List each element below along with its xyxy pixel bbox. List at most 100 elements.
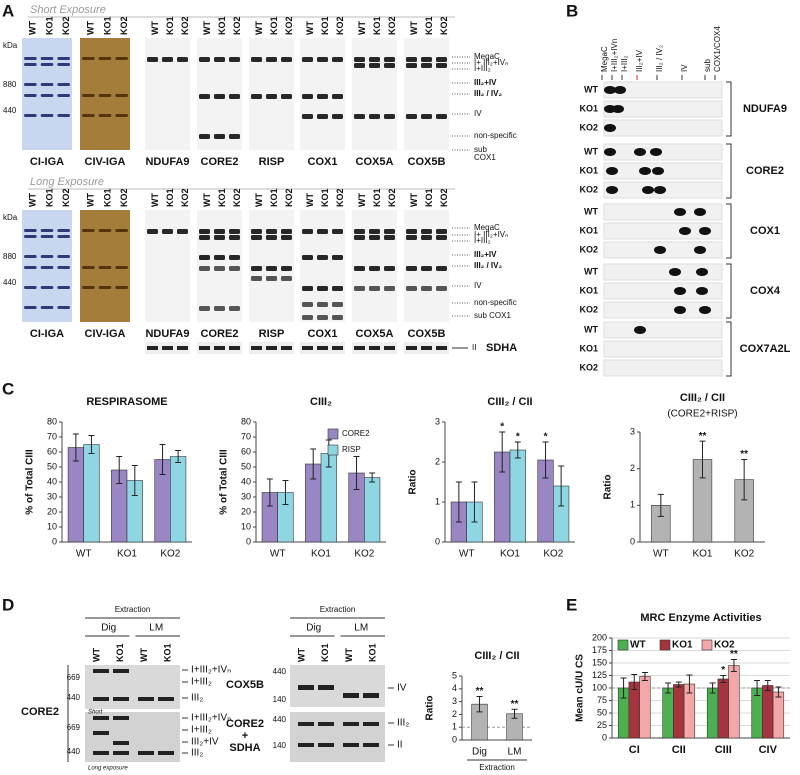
band (24, 266, 37, 269)
band (266, 346, 277, 350)
band (436, 63, 447, 68)
band (24, 306, 37, 309)
y-tick-label: 200 (592, 632, 607, 642)
band (343, 693, 359, 698)
band (266, 266, 277, 271)
error-bar (709, 682, 716, 694)
error-bar (88, 435, 95, 454)
y-tick-label: 150 (592, 657, 607, 667)
x-tick-label: WT (459, 549, 475, 560)
error-bar (641, 672, 648, 681)
band (82, 266, 95, 269)
lane-label: WT (202, 193, 212, 207)
lane-label: KO2 (439, 188, 449, 207)
band-label: COX1 (474, 153, 496, 162)
marker-label: 440 (273, 667, 287, 676)
error-bar (471, 481, 478, 523)
lane-label: WT (305, 193, 315, 207)
band (24, 63, 37, 66)
band (384, 229, 395, 234)
x-tick-label: KO1 (692, 549, 712, 560)
band-label: II (472, 343, 476, 352)
band (214, 255, 225, 260)
bar (762, 685, 774, 739)
band-label: I+III₂ (191, 677, 212, 688)
band-label: III₂ (191, 748, 203, 759)
band (57, 114, 70, 117)
band (421, 235, 432, 240)
y-tick-label: 4 (452, 683, 457, 693)
band (115, 114, 128, 117)
band (214, 235, 225, 240)
x-tick-label: WT (76, 549, 92, 560)
band (93, 751, 109, 755)
band (115, 266, 128, 269)
strip (603, 203, 723, 221)
band (162, 346, 173, 350)
band (229, 134, 240, 139)
band (199, 229, 210, 234)
chart-title: MRC Enzyme Activities (640, 612, 761, 624)
spot (679, 227, 691, 235)
band (57, 266, 70, 269)
bar (717, 678, 729, 739)
band (82, 114, 95, 117)
chart-title: CIII₂ / CII (474, 650, 519, 662)
lane-label: WT (28, 21, 38, 35)
lane-label: KO1 (320, 16, 330, 35)
column-label: COX1/COX4 (713, 26, 722, 72)
band (40, 114, 54, 117)
y-tick-label: 125 (592, 670, 607, 680)
band (266, 276, 277, 281)
spot (639, 167, 651, 175)
band (177, 346, 188, 350)
band (421, 114, 432, 119)
band (281, 235, 292, 240)
band (214, 57, 225, 62)
band (82, 286, 95, 289)
band (57, 306, 70, 309)
legend-label: WT (630, 640, 646, 651)
spot (634, 148, 646, 156)
lane-label: WT (305, 21, 315, 35)
row-label: KO1 (579, 343, 598, 353)
band (332, 94, 343, 99)
band (199, 266, 210, 271)
column-label: III₂+IV (635, 49, 644, 72)
band (214, 306, 225, 311)
significance: ** (511, 699, 519, 710)
band-label: III₂ / IV₂ (474, 261, 502, 270)
lane-label: WT (254, 193, 264, 207)
band-label: sub COX1 (474, 311, 511, 320)
blot-name: CI-IGA (30, 328, 64, 340)
y-tick-label: 40 (241, 476, 251, 486)
method: LM (149, 623, 163, 634)
bar (728, 665, 740, 739)
lane-label: KO2 (335, 188, 345, 207)
band (302, 255, 313, 260)
band (317, 229, 328, 234)
band (436, 235, 447, 240)
band (113, 716, 129, 720)
y-tick-label: 50 (597, 707, 607, 717)
band-label: II (397, 740, 403, 751)
band (421, 229, 432, 234)
band (298, 685, 314, 690)
lane-label: KO1 (165, 188, 175, 207)
band (421, 266, 432, 271)
band-label: III₂+IV (474, 78, 497, 87)
lane-label: KO1 (115, 643, 125, 662)
band (369, 266, 380, 271)
lane-label: KO2 (439, 16, 449, 35)
band-label: sub (474, 145, 487, 154)
row-label: WT (584, 206, 598, 216)
error-bar (282, 480, 289, 505)
lane-label: KO2 (335, 16, 345, 35)
band (57, 235, 70, 238)
lane-label: KO1 (320, 188, 330, 207)
error-bar (764, 680, 771, 691)
band (57, 286, 70, 289)
blot-name: COX5B (408, 328, 446, 340)
exposure-title: Short Exposure (30, 4, 106, 16)
band (369, 346, 380, 350)
